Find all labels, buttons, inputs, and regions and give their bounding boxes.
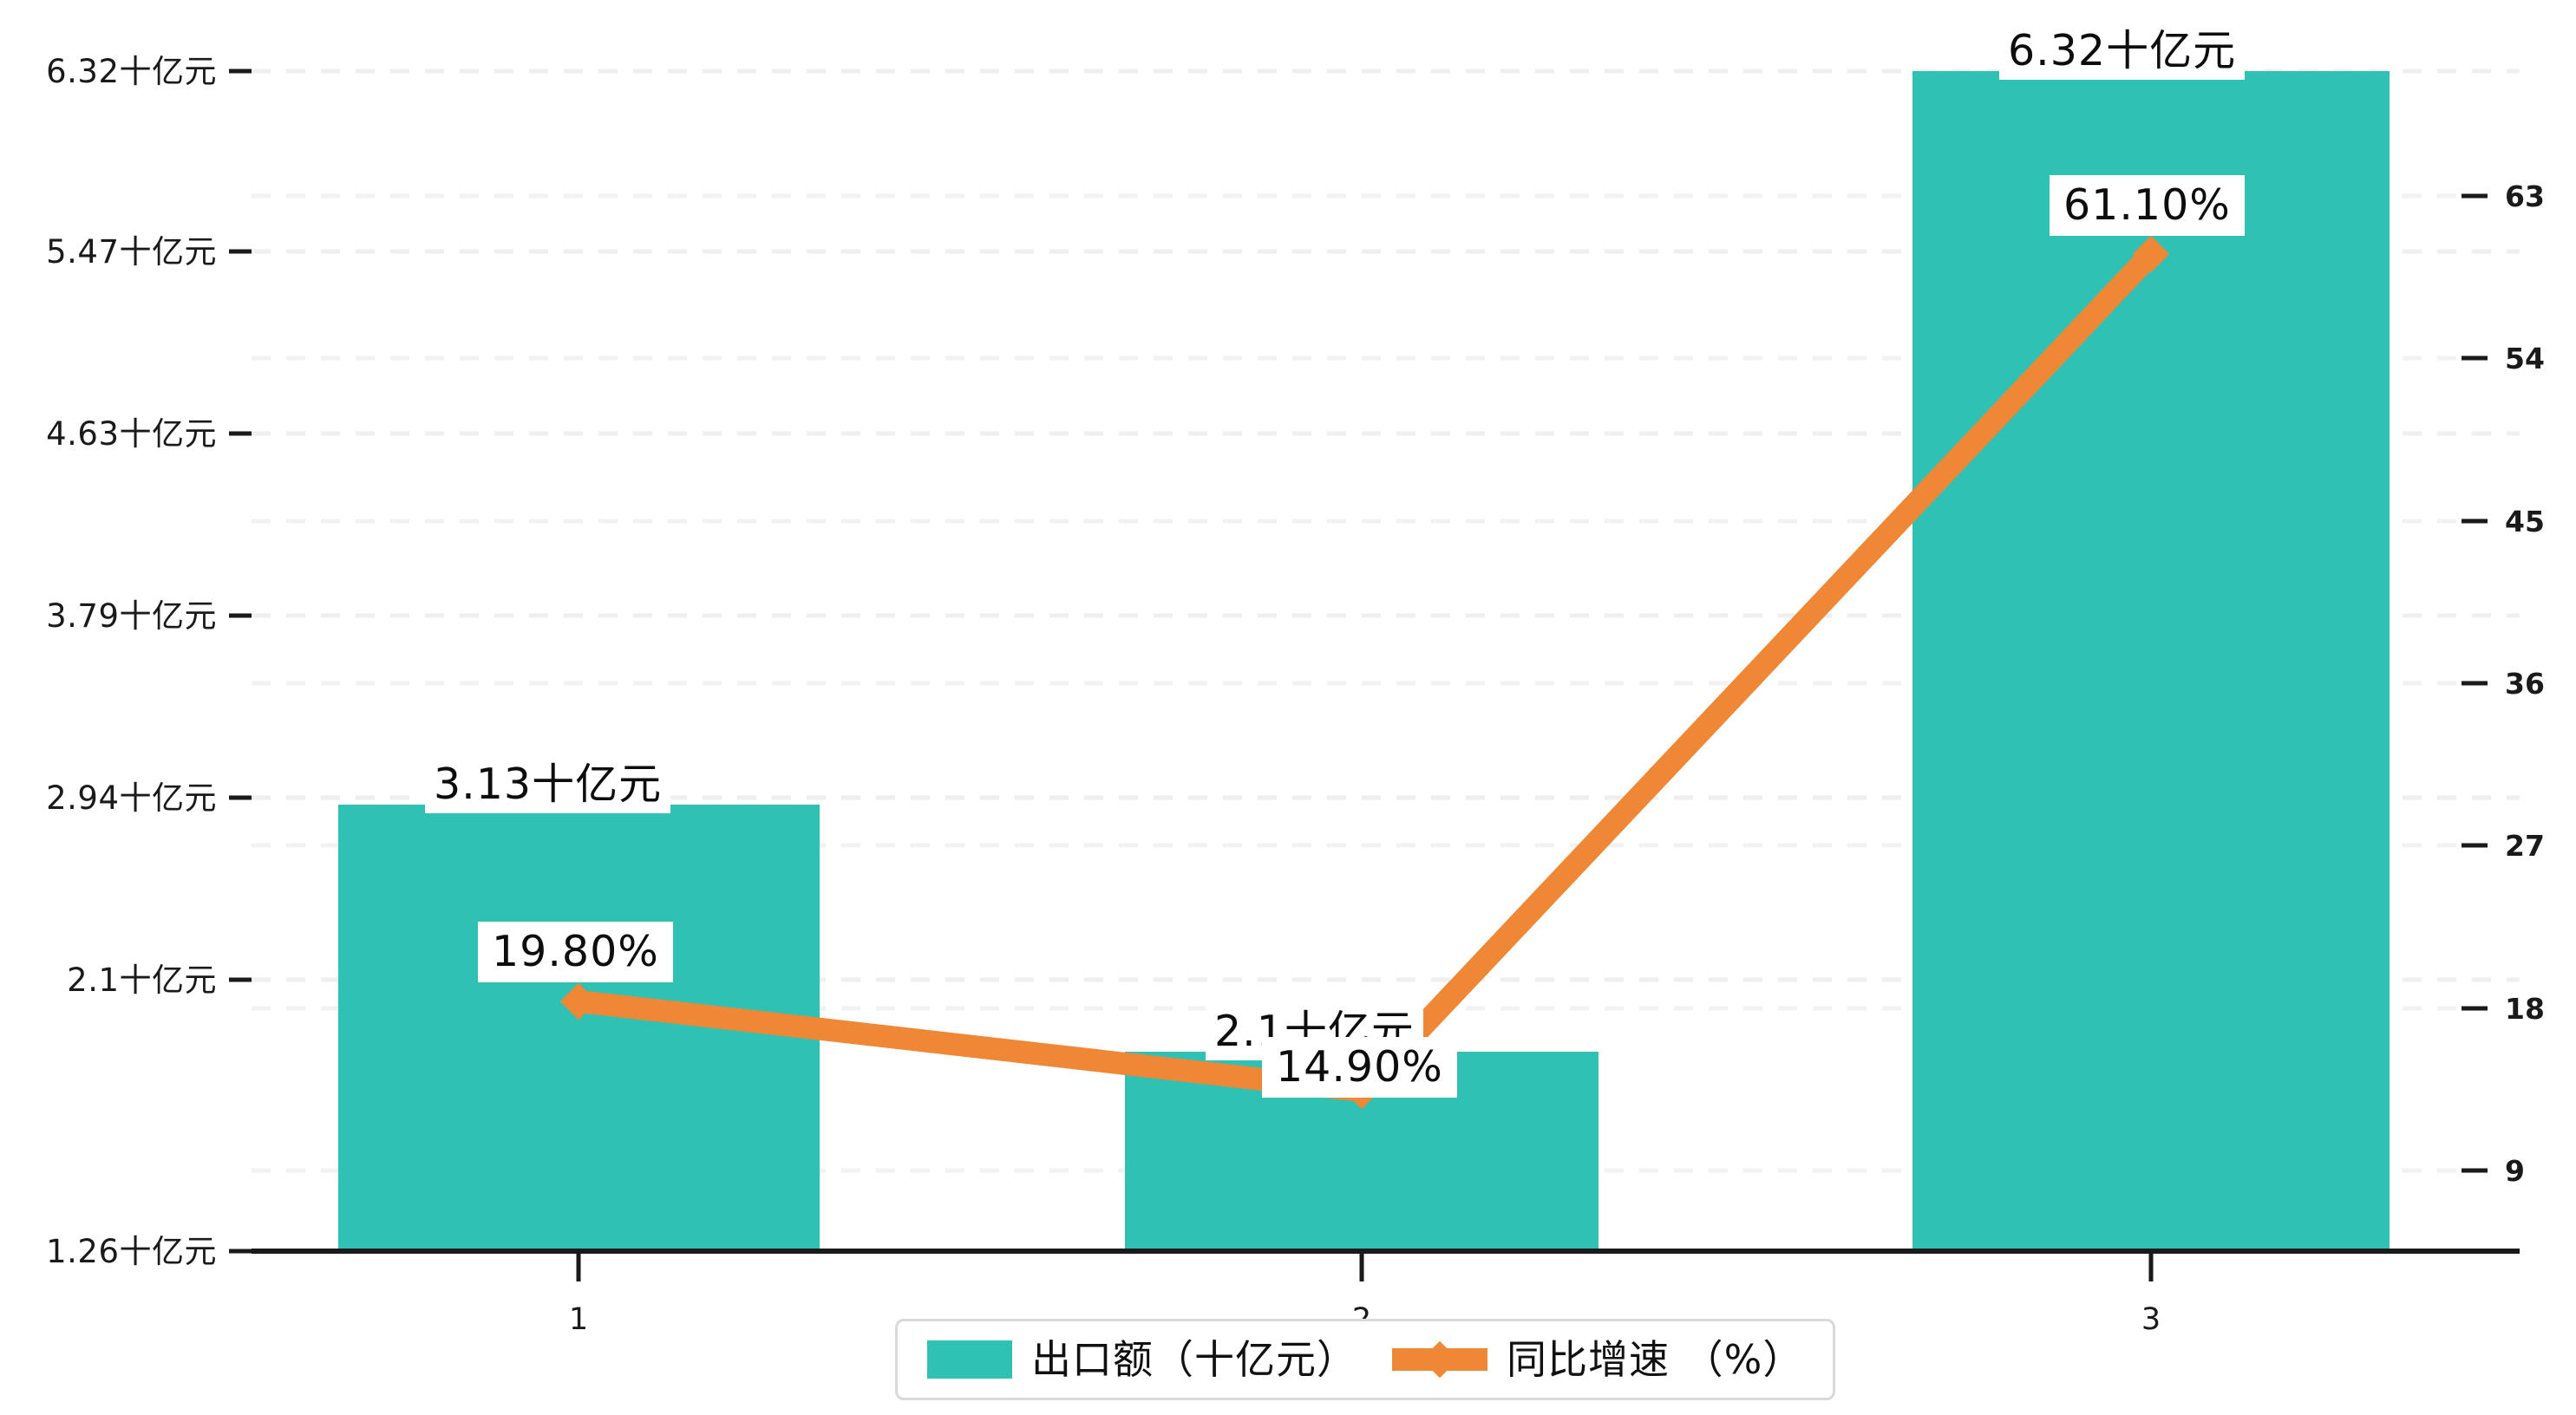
line-marker-1[interactable] [559, 982, 598, 1020]
legend-label-bar-series: 出口额（十亿元） [1031, 1336, 1357, 1383]
bar-value-label-3: 6.32十亿元 [1999, 23, 2246, 80]
y-axis-right-tick-label-6: 63 [2505, 179, 2545, 213]
y-axis-right-tick-label-0: 9 [2505, 1154, 2525, 1188]
line-value-label-2: 14.90% [1262, 1037, 1457, 1098]
legend-item-bar-series[interactable]: 出口额（十亿元） [927, 1335, 1357, 1384]
y-axis-right-tick-label-3: 36 [2505, 667, 2545, 701]
y-axis-right-tick-label-1: 18 [2505, 992, 2545, 1026]
bar-value-label-1: 3.13十亿元 [425, 756, 671, 813]
y-axis-left-tick-label-5: 5.47十亿元 [46, 233, 217, 271]
y-axis-left-tick-label-1: 2.1十亿元 [67, 962, 217, 999]
bar-swatch-icon [927, 1340, 1012, 1379]
line-value-label-3: 61.10% [2050, 175, 2245, 236]
y-axis-left-tick-label-2: 2.94十亿元 [46, 779, 217, 817]
legend-item-line-series[interactable]: 同比增速 （%） [1392, 1335, 1803, 1384]
x-axis-ticks [576, 1251, 2154, 1281]
legend-label-line-series: 同比增速 （%） [1507, 1336, 1804, 1383]
x-axis-tick-label-3: 3 [2141, 1302, 2161, 1337]
line-diamond-marker-icon [1392, 1340, 1487, 1379]
line-value-label-1: 19.80% [478, 922, 673, 982]
y-axis-left-ticks [229, 68, 252, 1254]
y-axis-right-tick-label-5: 54 [2505, 342, 2545, 375]
y-axis-left-tick-label-6: 6.32十亿元 [46, 53, 217, 90]
chart-legend: 出口额（十亿元） 同比增速 （%） [895, 1319, 1836, 1400]
y-axis-right-tick-label-4: 45 [2505, 505, 2545, 538]
bar-series [338, 71, 2390, 1251]
y-axis-left-tick-label-4: 4.63十亿元 [46, 415, 217, 453]
y-axis-left-tick-label-3: 3.79十亿元 [46, 597, 217, 635]
y-axis-left-tick-label-0: 1.26十亿元 [46, 1233, 217, 1270]
y-axis-right-tick-label-2: 27 [2505, 829, 2545, 863]
x-axis-tick-label-1: 1 [568, 1302, 589, 1337]
y-axis-right-ticks [2462, 193, 2488, 1173]
